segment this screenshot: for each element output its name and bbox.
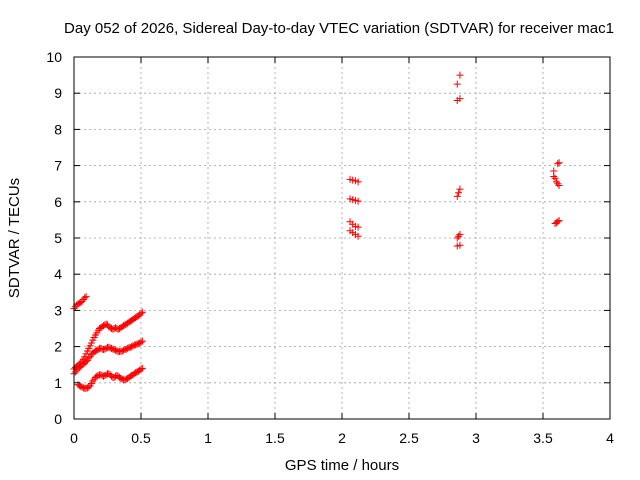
series-cluster-2.1h (346, 175, 362, 240)
x-tick-label: 1.5 (265, 430, 285, 446)
x-tick-label: 0.5 (131, 430, 151, 446)
series-track-c (70, 337, 146, 378)
data-point-marker (555, 159, 563, 167)
data-point-marker (82, 293, 90, 301)
y-tick-label: 3 (54, 302, 62, 318)
y-tick-label: 4 (54, 266, 62, 282)
y-tick-label: 0 (54, 411, 62, 427)
data-point-marker (552, 178, 560, 186)
data-point-marker (82, 350, 90, 358)
data-point-marker (453, 192, 461, 200)
data-point-marker (85, 383, 93, 391)
data-point-marker (453, 234, 461, 242)
x-tick-label: 0 (70, 430, 78, 446)
x-axis-label: GPS time / hours (285, 457, 399, 474)
data-point-marker (555, 182, 563, 190)
x-tick-label: 2 (338, 430, 346, 446)
data-point-marker (456, 241, 464, 249)
data-point-marker (354, 232, 362, 240)
data-point-marker (137, 309, 145, 317)
axis-ticks: 0 0.5 1 1.5 2 2.5 3 3.5 4 0 1 2 3 4 5 6 7 8 9 10 (46, 49, 614, 446)
data-point-marker (82, 358, 90, 366)
grid (74, 57, 610, 419)
x-tick-label: 2.5 (399, 430, 419, 446)
data-point-marker (138, 337, 146, 345)
y-tick-label: 5 (54, 230, 62, 246)
data-point-marker (456, 185, 464, 193)
x-tick-label: 3.5 (533, 430, 553, 446)
y-tick-label: 6 (54, 194, 62, 210)
data-point-marker (86, 342, 94, 350)
data-point-marker (455, 189, 463, 197)
y-tick-label: 10 (46, 49, 62, 65)
y-tick-label: 8 (54, 121, 62, 137)
chart-title: Day 052 of 2026, Sidereal Day-to-day VTE… (64, 20, 614, 37)
data-point-marker (71, 368, 79, 376)
data-point-marker (456, 71, 464, 79)
y-tick-label: 1 (54, 375, 62, 391)
data-point-marker (89, 377, 97, 385)
data-point-marker (456, 95, 464, 103)
data-points (70, 71, 563, 392)
data-point-marker (554, 180, 562, 188)
data-point-marker (137, 338, 145, 346)
data-point-marker (550, 172, 558, 180)
data-point-marker (87, 339, 95, 347)
y-axis-label: SDTVAR / TECUs (6, 178, 23, 298)
data-point-marker (554, 160, 562, 168)
data-point-marker (138, 364, 146, 372)
data-point-marker (354, 197, 362, 205)
y-tick-label: 2 (54, 339, 62, 355)
data-point-marker (455, 232, 463, 240)
data-point-marker (137, 365, 145, 373)
x-tick-label: 3 (472, 430, 480, 446)
data-point-marker (78, 297, 86, 305)
data-point-marker (354, 223, 362, 231)
data-point-marker (551, 174, 559, 182)
series-track-d (74, 364, 146, 392)
data-point-marker (453, 80, 461, 88)
data-point-marker (85, 354, 93, 362)
data-point-marker (354, 178, 362, 186)
y-tick-label: 7 (54, 158, 62, 174)
series-cluster-2.87h (453, 71, 464, 250)
x-tick-label: 1 (204, 430, 212, 446)
data-point-marker (555, 217, 563, 225)
y-tick-label: 9 (54, 85, 62, 101)
series-cluster-3.6h (550, 159, 563, 228)
x-tick-label: 4 (606, 430, 614, 446)
data-point-marker (138, 308, 146, 316)
data-point-marker (456, 230, 464, 238)
data-point-marker (81, 294, 89, 302)
data-point-marker (554, 218, 562, 226)
